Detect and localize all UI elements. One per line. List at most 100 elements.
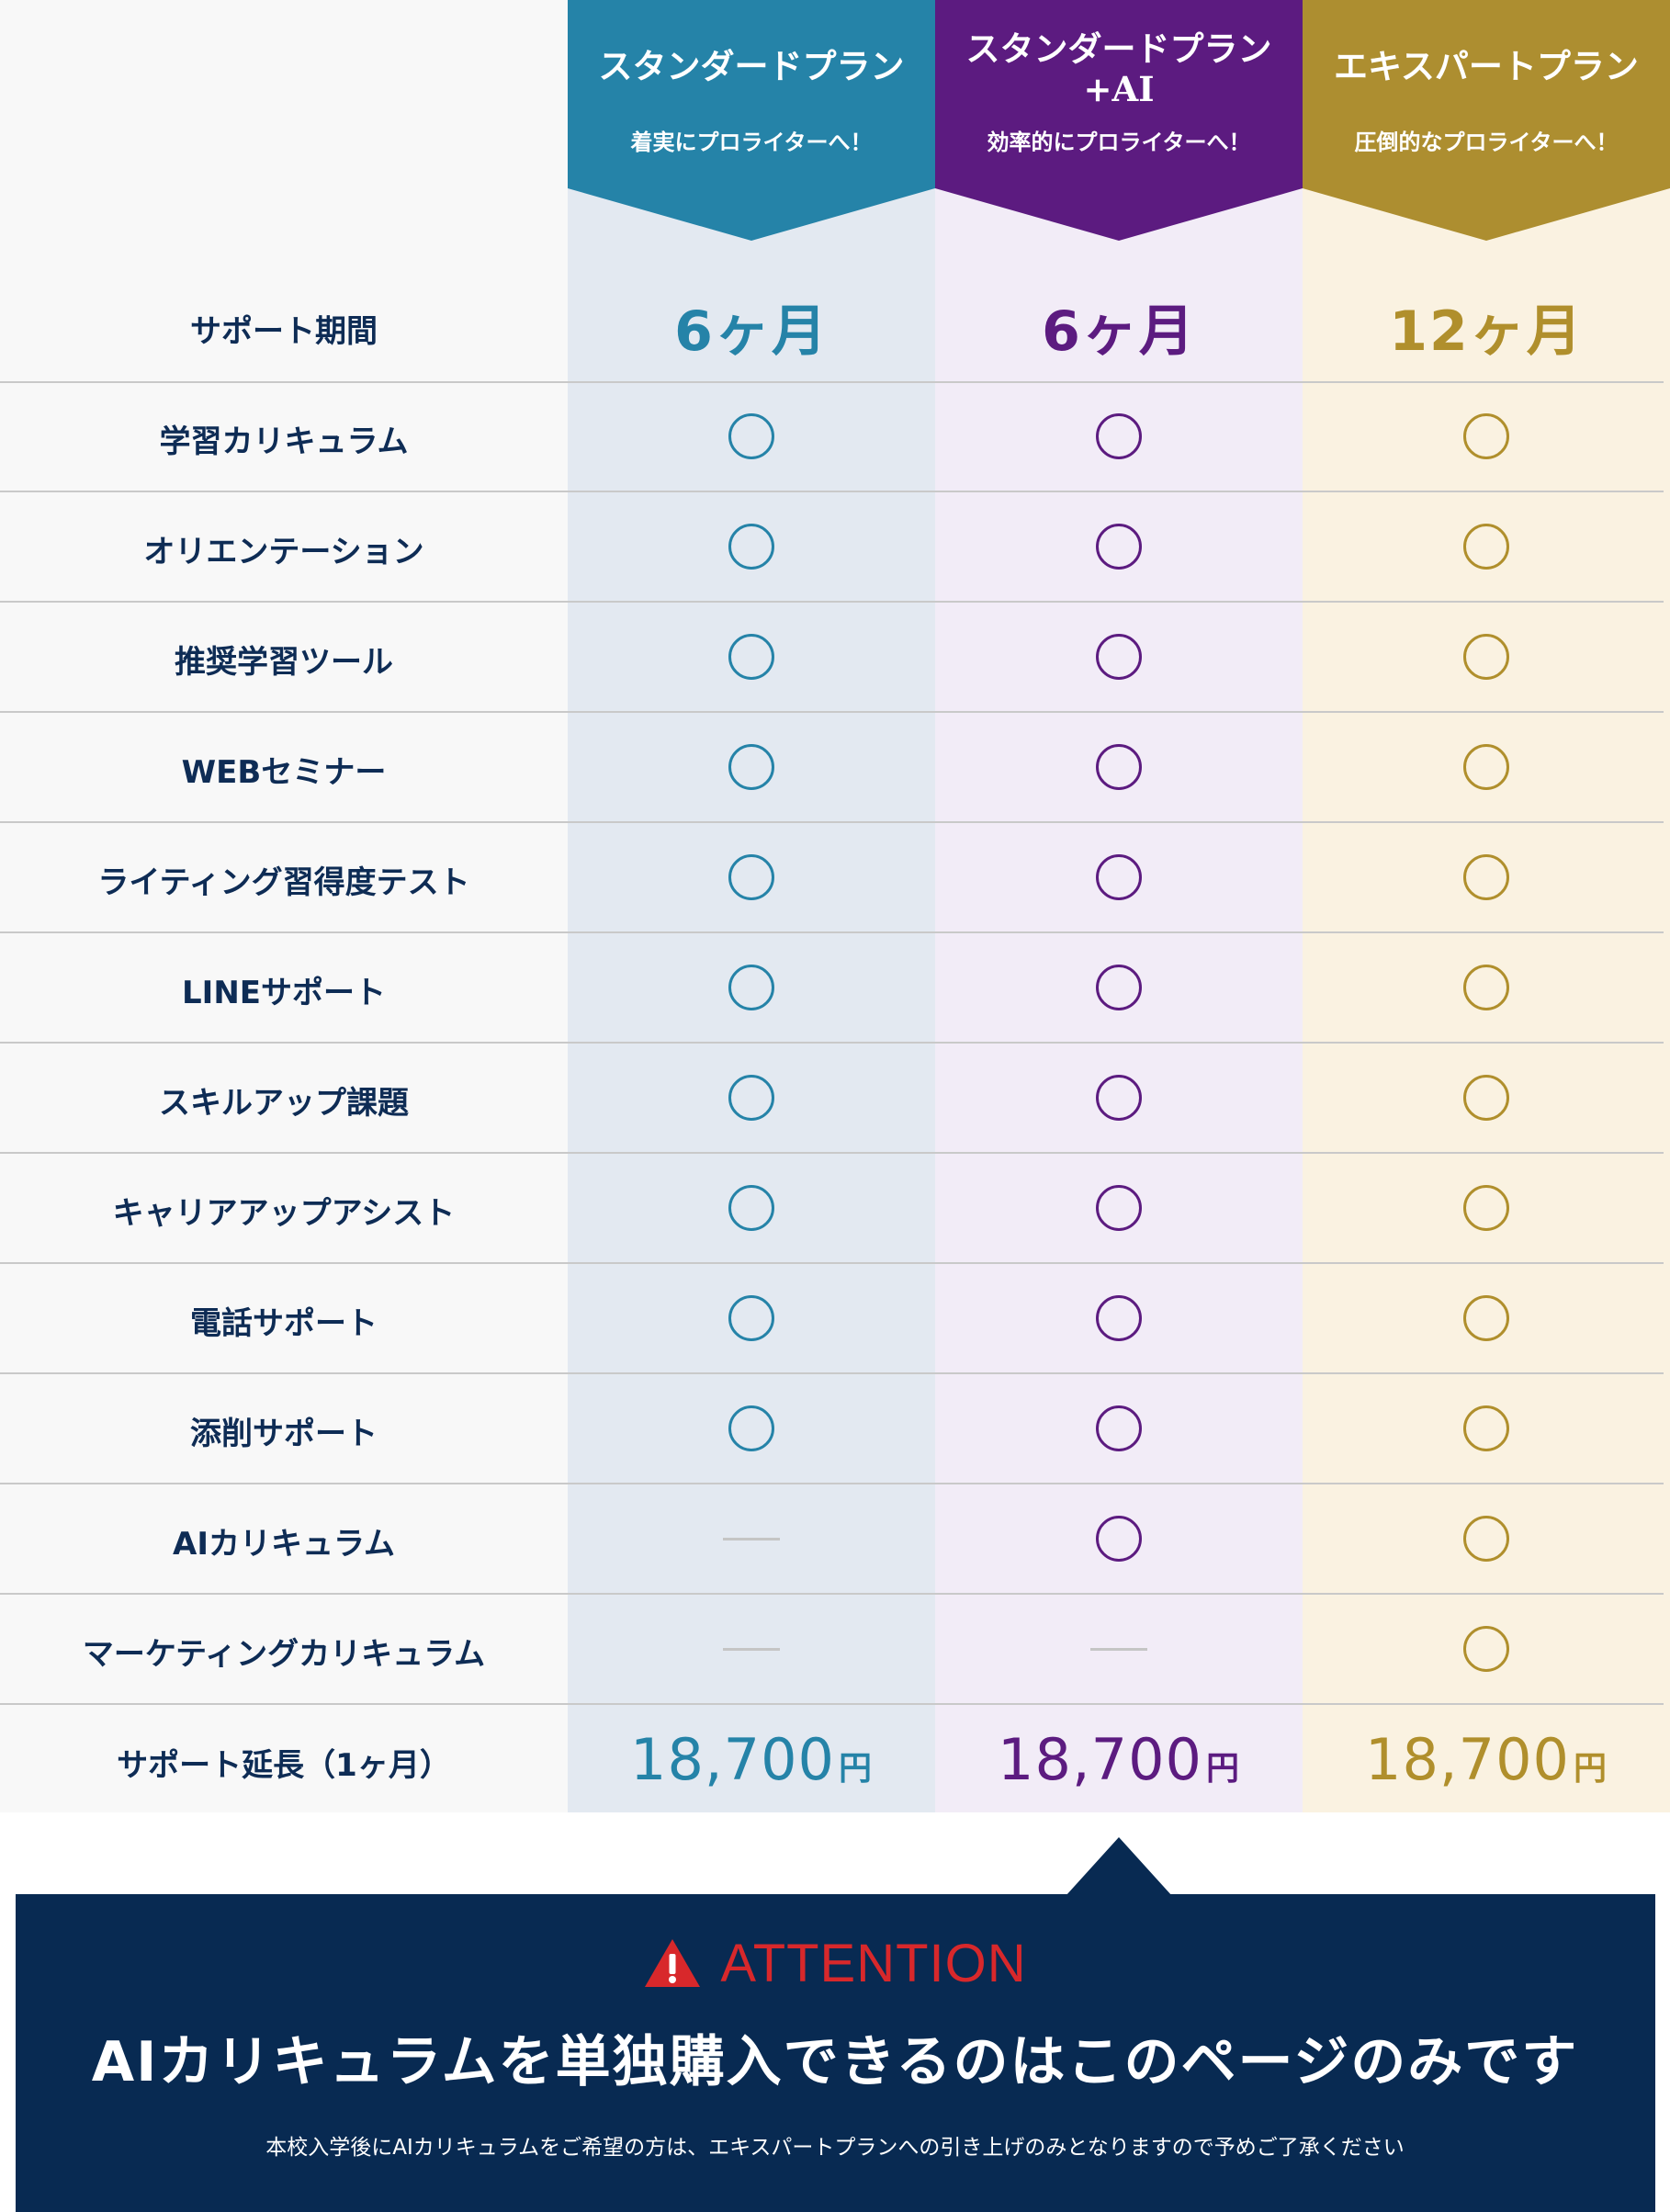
feature-row: 添削サポート — [0, 1373, 1670, 1484]
included-circle-icon — [728, 524, 774, 570]
row-label-support-period: サポート期間 — [190, 313, 378, 350]
feature-cell-std — [568, 1153, 935, 1263]
feature-cell-exp — [1303, 491, 1670, 602]
included-circle-icon — [1096, 1185, 1142, 1231]
feature-label: スキルアップ課題 — [159, 1085, 409, 1122]
included-circle-icon — [1096, 413, 1142, 459]
feature-cell-exp — [1303, 712, 1670, 822]
attention-box — [16, 1894, 1655, 2212]
included-circle-icon — [1096, 1516, 1142, 1562]
feature-cell-exp — [1303, 822, 1670, 932]
included-circle-icon — [1463, 1516, 1509, 1562]
feature-cell-ai — [935, 381, 1303, 491]
feature-cell-std — [568, 1263, 935, 1373]
feature-label: 推奨学習ツール — [175, 644, 393, 681]
feature-label: LINEサポート — [182, 975, 386, 1011]
row-divider — [0, 381, 1664, 383]
included-circle-icon — [1096, 1295, 1142, 1341]
included-circle-icon — [1463, 524, 1509, 570]
feature-cell-ai — [935, 932, 1303, 1043]
price-standard: 18,700 円 — [568, 1704, 935, 1814]
standard-ai-column-bg — [935, 0, 1303, 1812]
period-expert: 12ヶ月 — [1303, 271, 1670, 381]
included-circle-icon — [1096, 524, 1142, 570]
expert-column-bg — [1303, 0, 1670, 1812]
plan-title-standard: スタンダードプラン — [598, 46, 905, 86]
included-circle-icon — [728, 1405, 774, 1451]
feature-row: ライティング習得度テスト — [0, 822, 1670, 932]
feature-cell-ai — [935, 1043, 1303, 1153]
row-divider — [0, 1703, 1664, 1705]
feature-cell-ai — [935, 1594, 1303, 1704]
price-value-standard-ai: 18,700 円 — [998, 1725, 1240, 1793]
feature-label: 学習カリキュラム — [159, 423, 409, 460]
feature-row: 推奨学習ツール — [0, 602, 1670, 712]
feature-cell-ai — [935, 1484, 1303, 1594]
included-circle-icon — [1463, 634, 1509, 680]
plan-subtitle-standard-ai: 効率的にプロライターへ！ — [987, 129, 1251, 155]
included-circle-icon — [1096, 1405, 1142, 1451]
label-column-bg — [0, 0, 568, 1812]
plan-header-expert-banner — [1303, 0, 1670, 241]
feature-label: AIカリキュラム — [173, 1526, 395, 1563]
feature-cell-std — [568, 602, 935, 712]
included-circle-icon — [1096, 744, 1142, 790]
feature-cell-std — [568, 1043, 935, 1153]
feature-cell-exp — [1303, 602, 1670, 712]
plan-title-standard-ai: スタンダードプラン +AI — [965, 28, 1272, 109]
feature-cell-ai — [935, 712, 1303, 822]
included-circle-icon — [728, 413, 774, 459]
row-divider — [0, 1372, 1664, 1374]
row-divider — [0, 821, 1664, 823]
feature-cell-std — [568, 491, 935, 602]
period-value-standard-ai: 6ヶ月 — [1042, 299, 1196, 364]
plan-header-standard: スタンダードプラン 着実にプロライターへ！ — [568, 0, 935, 241]
included-circle-icon — [728, 634, 774, 680]
row-divider — [0, 601, 1664, 603]
plan-header-standard-ai-banner — [935, 0, 1303, 241]
included-circle-icon — [728, 744, 774, 790]
included-circle-icon — [728, 965, 774, 1010]
period-standard-ai: 6ヶ月 — [935, 271, 1303, 381]
included-circle-icon — [1096, 965, 1142, 1010]
not-included-dash-icon — [723, 1647, 780, 1651]
feature-row: マーケティングカリキュラム — [0, 1594, 1670, 1704]
included-circle-icon — [1463, 1295, 1509, 1341]
feature-cell-exp — [1303, 1043, 1670, 1153]
row-divider — [0, 1152, 1664, 1154]
feature-row: キャリアアップアシスト — [0, 1153, 1670, 1263]
feature-label: オリエンテーション — [143, 534, 424, 570]
feature-cell-exp — [1303, 1153, 1670, 1263]
feature-cell-exp — [1303, 381, 1670, 491]
feature-cell-exp — [1303, 1373, 1670, 1484]
price-standard-ai: 18,700 円 — [935, 1704, 1303, 1814]
feature-cell-std — [568, 1594, 935, 1704]
included-circle-icon — [728, 1185, 774, 1231]
feature-cell-ai — [935, 1263, 1303, 1373]
not-included-dash-icon — [1090, 1647, 1147, 1651]
feature-row: 電話サポート — [0, 1263, 1670, 1373]
included-circle-icon — [1096, 1075, 1142, 1121]
feature-cell-ai — [935, 602, 1303, 712]
row-support-extension: サポート延長（1ヶ月） 18,700 円 18,700 円 18,700 円 — [0, 1704, 1670, 1814]
feature-label: キャリアアップアシスト — [112, 1195, 456, 1232]
row-divider — [0, 1593, 1664, 1595]
feature-cell-std — [568, 822, 935, 932]
attention-message: AIカリキュラムを単独購入できるのはこのページのみです — [91, 2030, 1579, 2094]
included-circle-icon — [1463, 1626, 1509, 1672]
feature-label: マーケティングカリキュラム — [82, 1636, 486, 1673]
included-circle-icon — [1096, 854, 1142, 900]
included-circle-icon — [1463, 1075, 1509, 1121]
standard-column-bg — [568, 0, 935, 1812]
feature-cell-std — [568, 1373, 935, 1484]
included-circle-icon — [1463, 744, 1509, 790]
price-value-expert: 18,700 円 — [1365, 1725, 1608, 1793]
not-included-dash-icon — [723, 1537, 780, 1540]
row-divider — [0, 931, 1664, 933]
feature-cell-std — [568, 932, 935, 1043]
plan-header-standard-ai: スタンダードプラン +AI 効率的にプロライターへ！ — [935, 0, 1303, 241]
feature-cell-ai — [935, 491, 1303, 602]
feature-cell-exp — [1303, 1263, 1670, 1373]
feature-cell-std — [568, 712, 935, 822]
